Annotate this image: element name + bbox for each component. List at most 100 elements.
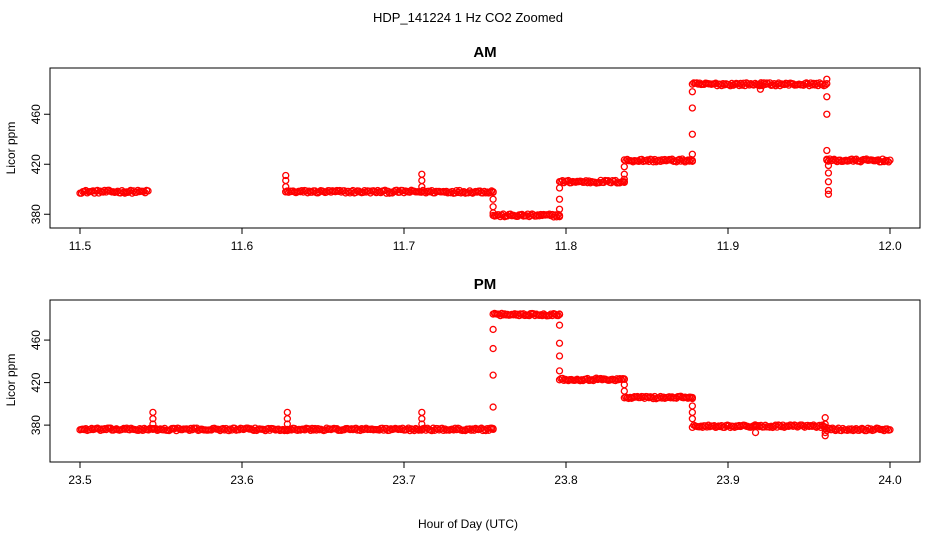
data-point [489,344,497,353]
x-tick-label: 23.7 [392,473,416,487]
ticks-pm: 23.5 23.6 23.7 23.8 23.9 24.0 380 420 460 [29,330,902,487]
data-point [884,158,893,166]
data-point [688,402,697,410]
x-axis-label: Hour of Day (UTC) [418,517,518,531]
data-point [149,425,157,434]
ylabel-pm: Licor ppm [4,354,18,407]
x-tick-label: 11.9 [717,239,740,253]
x-tick-label: 24.0 [878,473,902,487]
data-point [418,420,426,428]
data-point [886,426,894,434]
data-point [489,403,497,411]
data-point [823,146,831,155]
data-point [489,188,497,196]
y-tick-label: 460 [29,330,43,350]
data-point [688,88,697,96]
data-point [489,425,497,434]
panel-pm: PM Licor ppm 23.5 23.6 23.7 23.8 23.9 24.0 380… [4,276,921,487]
data-point [489,203,497,211]
data-point [283,420,292,428]
x-tick-label: 23.5 [68,473,92,487]
x-tick-label: 11.5 [69,239,92,253]
points-am [76,75,894,221]
data-point [489,325,497,334]
y-tick-label: 460 [29,104,43,124]
x-tick-label: 23.6 [230,473,254,487]
data-point [282,171,290,180]
data-point [418,176,426,185]
data-point [620,163,628,171]
data-point [821,428,829,437]
data-point [555,184,564,192]
data-point [620,375,628,384]
data-point [555,339,564,347]
data-point [555,367,564,375]
data-point [824,190,833,198]
panel-am: AM Licor ppm 11.5 11.6 11.7 11.8 11.9 12.0 380… [4,44,921,253]
data-point [360,186,369,195]
data-point [336,186,344,195]
y-tick-label: 380 [29,415,43,435]
data-point [486,188,494,197]
x-tick-label: 23.9 [716,473,740,487]
data-point [688,408,697,417]
data-point [824,161,833,170]
data-point [620,178,628,186]
data-point [418,408,426,417]
data-point [756,80,765,88]
data-point [555,321,564,329]
data-point [489,195,497,203]
data-point [688,104,697,112]
data-point [489,209,497,217]
data-point [675,155,683,164]
data-point [883,157,891,165]
data-point [555,205,564,213]
data-point [823,79,831,88]
panel-title-am: AM [473,44,496,61]
data-point [620,170,628,178]
data-point [620,387,628,395]
data-point [551,211,559,219]
x-tick-label: 11.7 [393,239,416,253]
data-point [821,414,829,422]
ticks-am: 11.5 11.6 11.7 11.8 11.9 12.0 380 420 460 [29,104,902,253]
data-point [244,424,252,432]
data-point [823,75,831,83]
plot-frame-pm [49,299,921,463]
points-pm [76,309,894,440]
data-point [688,415,697,423]
data-point [282,188,290,196]
data-point [685,157,694,165]
data-point [688,130,697,138]
data-point [283,425,292,434]
data-point [144,187,152,195]
data-point [555,352,564,360]
data-point [821,432,829,440]
figure-title: HDP_141224 1 Hz CO2 Zoomed [373,10,563,25]
x-tick-label: 11.8 [555,239,578,253]
data-point [489,371,497,379]
data-point [688,150,697,158]
data-point [555,310,564,319]
data-point [149,408,157,417]
data-point [824,186,833,195]
data-point [823,93,831,101]
data-point [688,393,697,402]
x-tick-label: 23.8 [554,473,578,487]
x-tick-label: 11.6 [231,239,254,253]
data-point [555,195,564,203]
panel-title-pm: PM [474,276,497,293]
y-tick-label: 380 [29,204,43,224]
data-point [886,156,894,164]
data-point [823,110,831,118]
data-point [824,178,833,186]
y-tick-label: 420 [29,372,43,392]
data-point [554,311,562,320]
data-point [418,188,426,196]
data-point [418,425,426,434]
data-point [418,170,426,178]
data-point [684,156,692,164]
plot-frame-am [49,67,921,229]
